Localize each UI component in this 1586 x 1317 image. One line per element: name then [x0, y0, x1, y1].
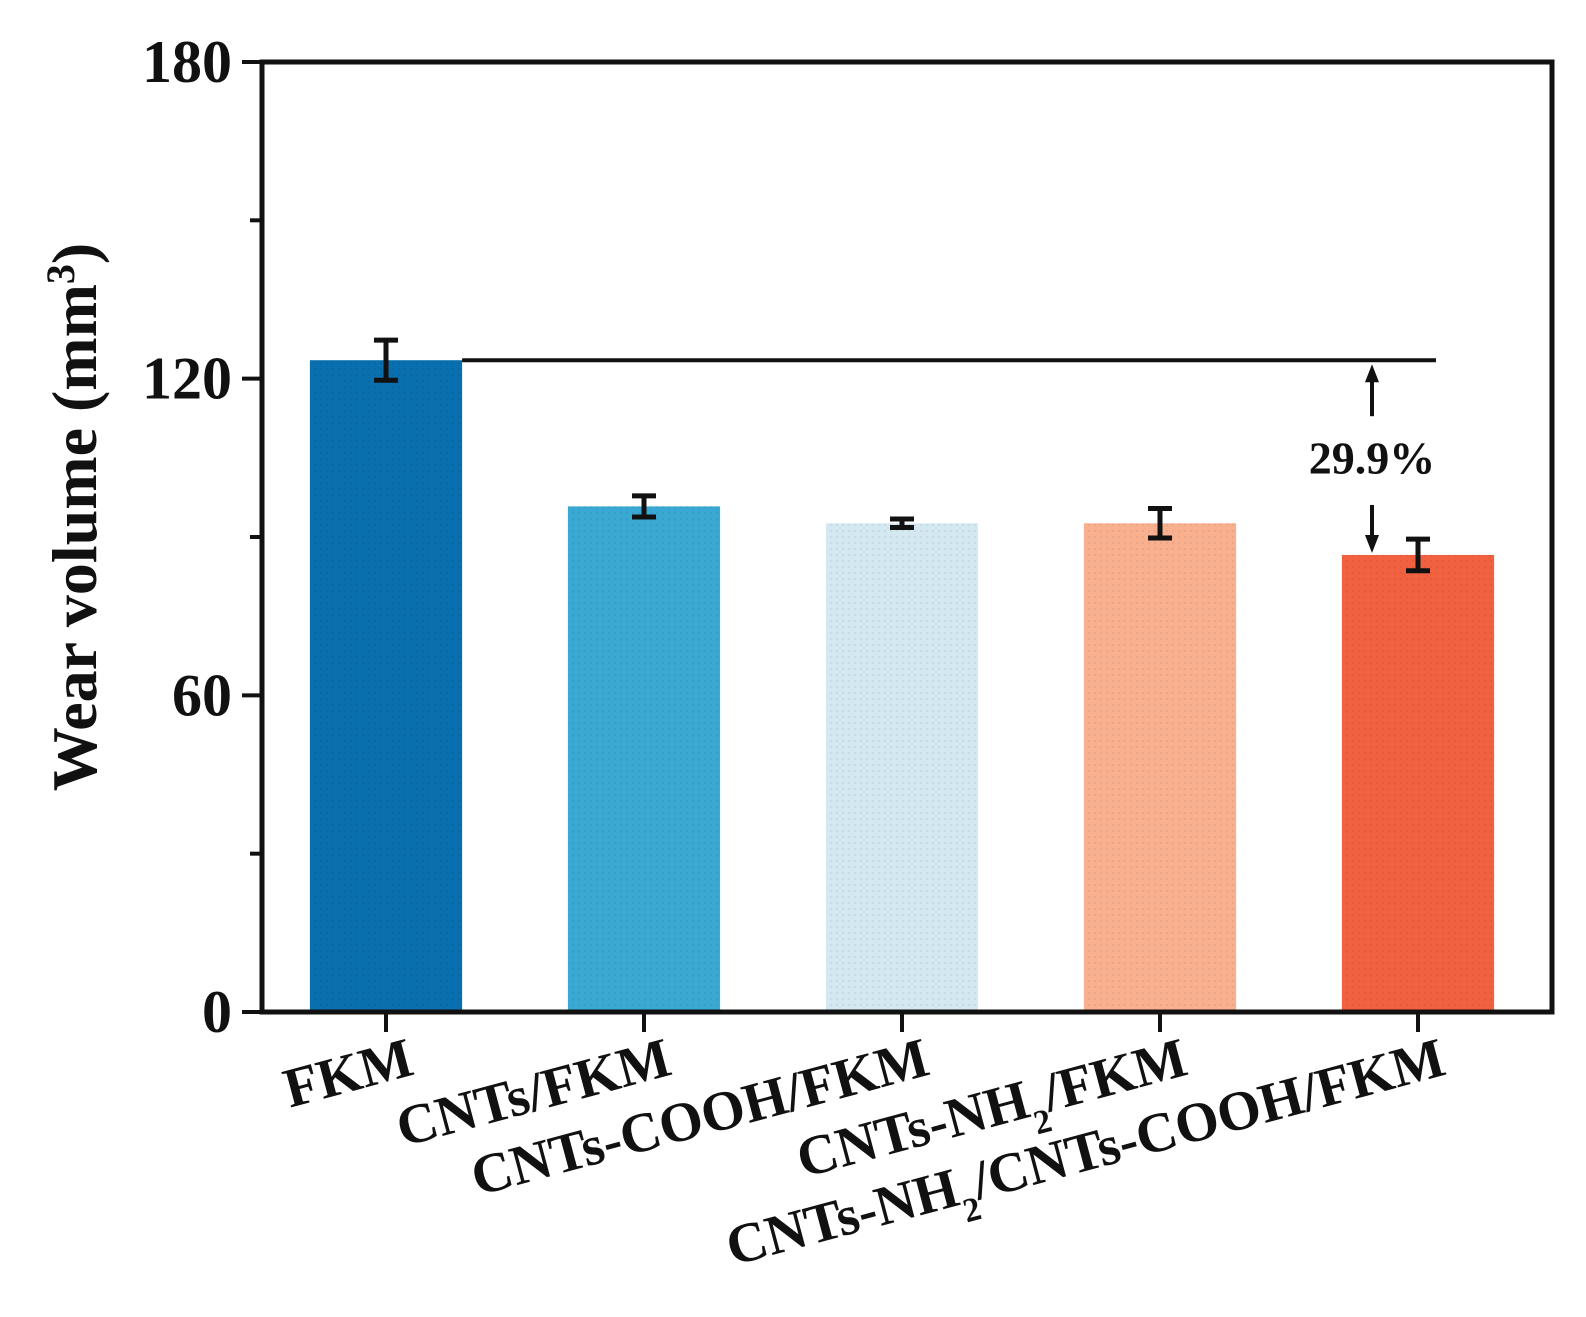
y-axis-label-part: Wear volume (mm [39, 284, 110, 791]
y-tick-label: 120 [142, 346, 232, 412]
y-tick-label: 0 [202, 979, 232, 1045]
bar-texture-1 [309, 360, 463, 1012]
y-axis-label: Wear volume (mm3) [38, 243, 111, 791]
annotation-percent: 29.9% [1309, 433, 1436, 484]
bar-texture-3 [825, 523, 979, 1012]
y-tick-label: 60 [172, 662, 232, 728]
arrow-up-head [1365, 364, 1379, 383]
bar-texture-2 [567, 506, 721, 1012]
y-axis-label-part: 3 [38, 264, 83, 284]
y-tick-label: 180 [142, 29, 232, 95]
bar-texture-5 [1341, 554, 1495, 1012]
y-axis-label-part: ) [39, 243, 110, 264]
arrow-down-head [1365, 534, 1379, 553]
bar-texture-4 [1083, 523, 1237, 1012]
